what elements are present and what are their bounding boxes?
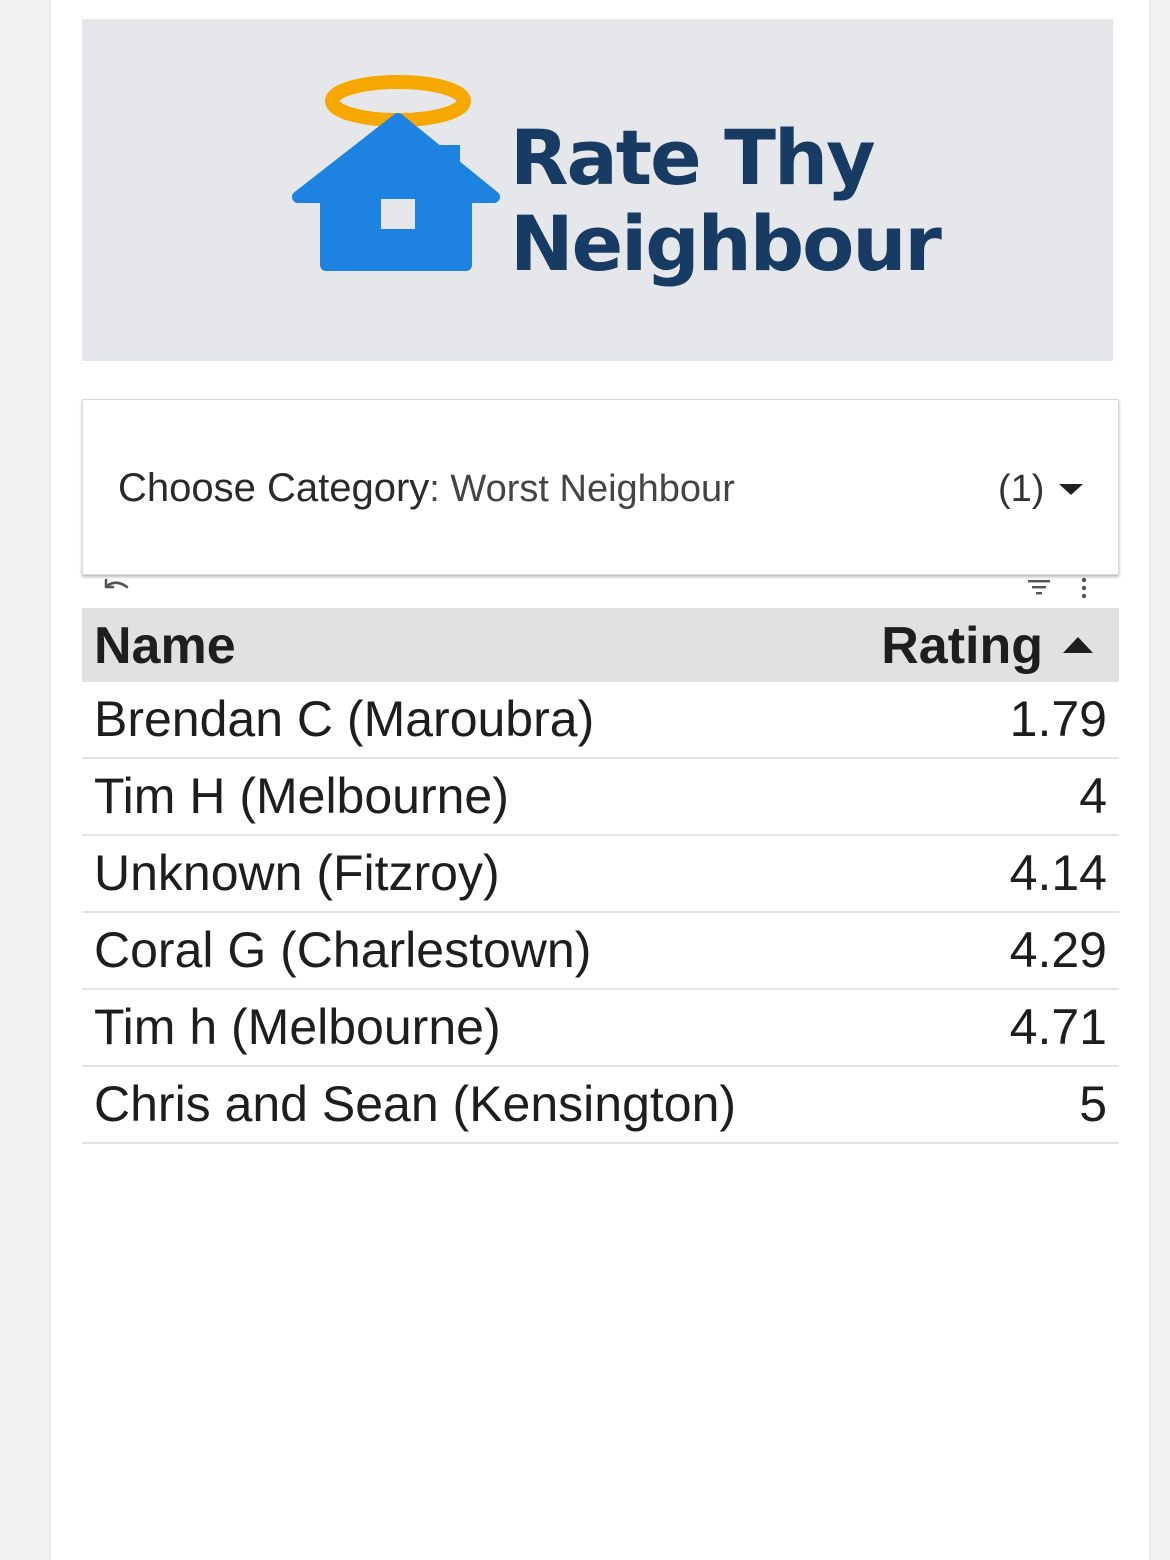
category-label: Choose Category	[118, 466, 430, 510]
category-selected-count: (1)	[998, 468, 1045, 510]
column-header-name[interactable]: Name	[94, 617, 236, 675]
cell-name: Unknown (Fitzroy)	[94, 845, 500, 901]
cell-name: Brendan C (Maroubra)	[94, 691, 595, 747]
cell-name: Tim h (Melbourne)	[94, 999, 501, 1055]
cell-rating: 4.14	[1009, 845, 1107, 901]
category-dropdown[interactable]: Choose Category: Worst Neighbour (1)	[82, 399, 1119, 575]
cell-rating: 5	[1079, 1076, 1107, 1132]
category-value: Worst Neighbour	[450, 468, 735, 510]
category-separator: :	[429, 468, 451, 510]
table-row[interactable]: Coral G (Charlestown) 4.29	[82, 913, 1119, 990]
cell-rating: 4.29	[1009, 922, 1107, 978]
cell-name: Chris and Sean (Kensington)	[94, 1076, 737, 1132]
column-header-rating[interactable]: Rating	[881, 617, 1043, 675]
table-row[interactable]: Unknown (Fitzroy) 4.14	[82, 836, 1119, 913]
table-header: Name Rating	[82, 608, 1119, 682]
more-vert-icon[interactable]	[1078, 577, 1090, 599]
cell-name: Coral G (Charlestown)	[94, 922, 592, 978]
table-row[interactable]: Brendan C (Maroubra) 1.79	[82, 682, 1119, 759]
category-dropdown-text: Choose Category: Worst Neighbour	[118, 466, 735, 511]
logo-line-1: Rate Thy	[510, 113, 876, 202]
cell-rating: 4	[1079, 768, 1107, 824]
cell-rating: 4.71	[1009, 999, 1107, 1055]
undo-icon[interactable]	[102, 577, 132, 595]
table-row[interactable]: Tim H (Melbourne) 4	[82, 759, 1119, 836]
chevron-down-icon[interactable]	[1059, 484, 1083, 495]
logo-wordmark: Rate Thy Neighbour	[510, 113, 942, 288]
sort-ascending-icon[interactable]	[1063, 637, 1093, 653]
table-row[interactable]: Chris and Sean (Kensington) 5	[82, 1067, 1119, 1144]
cell-name: Tim H (Melbourne)	[94, 768, 509, 824]
logo-banner: Rate Thy Neighbour	[82, 19, 1113, 361]
report-page: Rate Thy Neighbour Choose Category: Wors…	[50, 0, 1150, 1560]
logo-line-2: Neighbour	[510, 199, 942, 288]
filter-icon[interactable]	[1027, 577, 1051, 597]
table-row[interactable]: Tim h (Melbourne) 4.71	[82, 990, 1119, 1067]
cell-rating: 1.79	[1009, 691, 1107, 747]
ratings-table: Name Rating Brendan C (Maroubra) 1.79 Ti…	[82, 608, 1119, 1144]
house-halo-logo-icon	[292, 75, 500, 271]
